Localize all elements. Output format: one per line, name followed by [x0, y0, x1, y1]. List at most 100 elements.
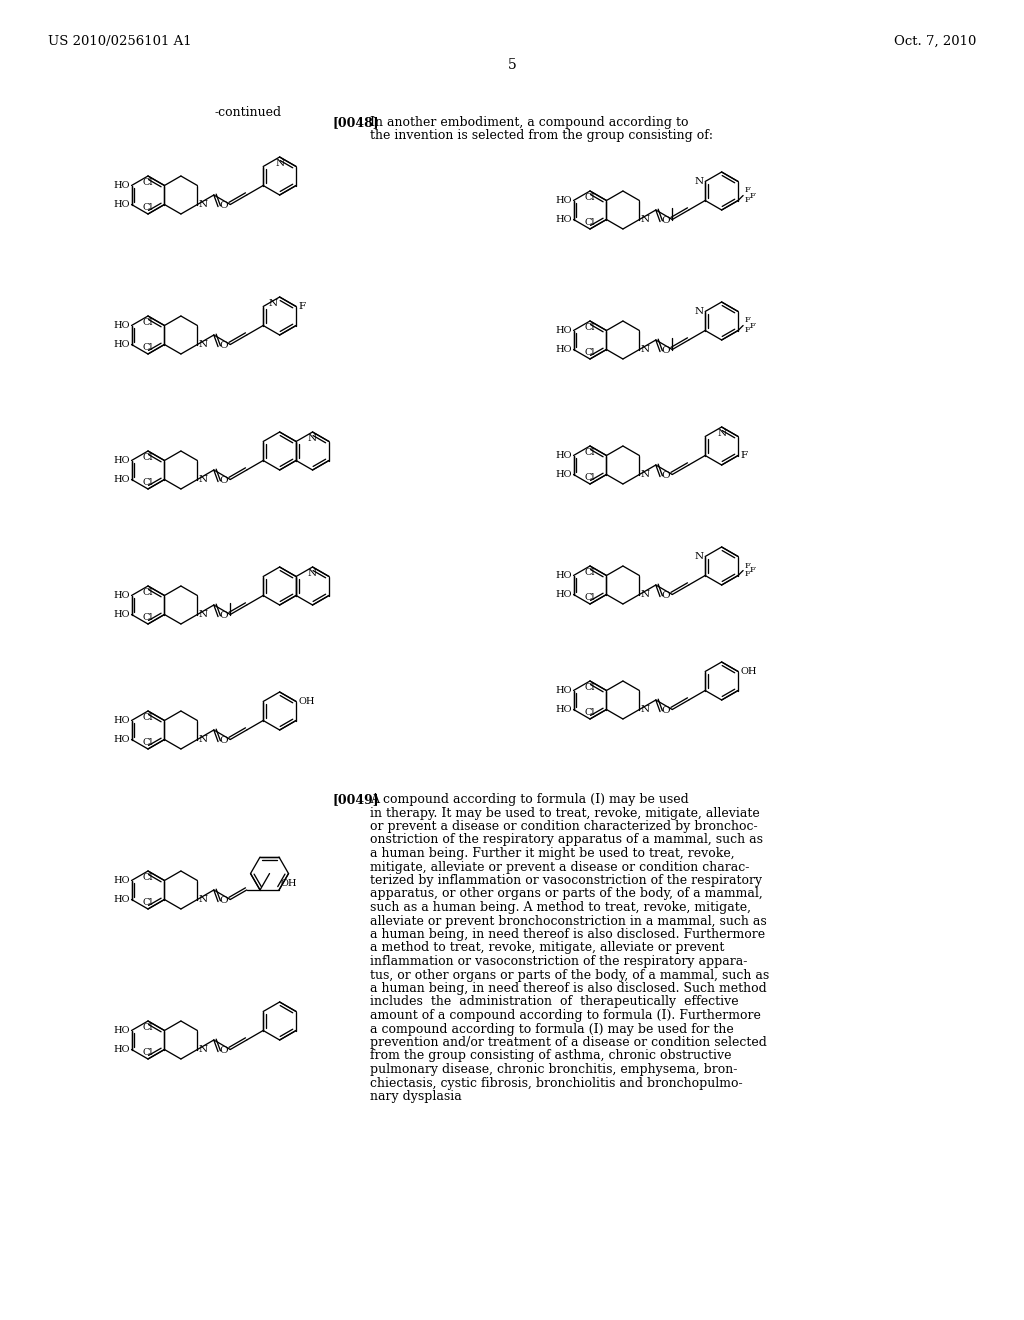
Text: HO: HO [555, 345, 571, 354]
Text: such as a human being. A method to treat, revoke, mitigate,: such as a human being. A method to treat… [370, 902, 751, 913]
Text: HO: HO [113, 201, 130, 209]
Text: amount of a compound according to formula (I). Furthermore: amount of a compound according to formul… [370, 1008, 761, 1022]
Text: N: N [199, 735, 208, 744]
Text: HO: HO [113, 181, 130, 190]
Text: N: N [268, 300, 278, 308]
Text: HO: HO [113, 735, 130, 744]
Text: Cl: Cl [585, 473, 595, 482]
Text: alleviate or prevent bronchoconstriction in a mammal, such as: alleviate or prevent bronchoconstriction… [370, 915, 767, 928]
Text: N: N [199, 201, 208, 209]
Text: in therapy. It may be used to treat, revoke, mitigate, alleviate: in therapy. It may be used to treat, rev… [370, 807, 760, 820]
Text: N: N [694, 552, 703, 561]
Text: mitigate, alleviate or prevent a disease or condition charac-: mitigate, alleviate or prevent a disease… [370, 861, 750, 874]
Text: O: O [662, 346, 670, 355]
Text: OH: OH [280, 879, 297, 888]
Text: N: N [640, 705, 649, 714]
Text: Cl: Cl [142, 898, 154, 907]
Text: Cl: Cl [585, 218, 595, 227]
Text: N: N [199, 341, 208, 348]
Text: HO: HO [113, 455, 130, 465]
Text: HO: HO [113, 341, 130, 348]
Text: prevention and/or treatment of a disease or condition selected: prevention and/or treatment of a disease… [370, 1036, 767, 1049]
Text: HO: HO [113, 591, 130, 601]
Text: HO: HO [555, 326, 571, 335]
Text: HO: HO [113, 321, 130, 330]
Text: HO: HO [113, 475, 130, 484]
Text: pulmonary disease, chronic bronchitis, emphysema, bron-: pulmonary disease, chronic bronchitis, e… [370, 1063, 737, 1076]
Text: nary dysplasia: nary dysplasia [370, 1090, 462, 1104]
Text: N: N [640, 345, 649, 354]
Text: Cl: Cl [142, 738, 154, 747]
Text: O: O [219, 1047, 227, 1055]
Text: Cl: Cl [142, 1023, 154, 1032]
Text: HO: HO [113, 610, 130, 619]
Text: Cl: Cl [142, 1048, 154, 1057]
Text: HO: HO [555, 451, 571, 459]
Text: N: N [694, 308, 703, 315]
Text: Cl: Cl [142, 713, 154, 722]
Text: F: F [298, 302, 305, 312]
Text: O: O [662, 706, 670, 715]
Text: HO: HO [555, 195, 571, 205]
Text: N: N [199, 475, 208, 484]
Text: tus, or other organs or parts of the body, of a mammal, such as: tus, or other organs or parts of the bod… [370, 969, 769, 982]
Text: HO: HO [555, 686, 571, 696]
Text: US 2010/0256101 A1: US 2010/0256101 A1 [48, 36, 191, 48]
Text: Oct. 7, 2010: Oct. 7, 2010 [894, 36, 976, 48]
Text: Cl: Cl [585, 568, 595, 577]
Text: N: N [275, 158, 285, 168]
Text: 5: 5 [508, 58, 516, 73]
Text: HO: HO [555, 590, 571, 599]
Text: N: N [640, 215, 649, 224]
Text: Cl: Cl [585, 323, 595, 333]
Text: O: O [662, 591, 670, 601]
Text: a method to treat, revoke, mitigate, alleviate or prevent: a method to treat, revoke, mitigate, all… [370, 941, 724, 954]
Text: Cl: Cl [142, 178, 154, 187]
Text: Cl: Cl [142, 612, 154, 622]
Text: Cl: Cl [142, 587, 154, 597]
Text: F: F [750, 322, 755, 330]
Text: F: F [744, 317, 750, 325]
Text: O: O [219, 201, 227, 210]
Text: -continued: -continued [214, 106, 282, 119]
Text: O: O [219, 611, 227, 620]
Text: N: N [640, 590, 649, 599]
Text: N: N [199, 1045, 208, 1053]
Text: F: F [740, 451, 748, 459]
Text: a human being. Further it might be used to treat, revoke,: a human being. Further it might be used … [370, 847, 734, 861]
Text: chiectasis, cystic fibrosis, bronchiolitis and bronchopulmo-: chiectasis, cystic fibrosis, bronchiolit… [370, 1077, 742, 1089]
Text: Cl: Cl [585, 708, 595, 717]
Text: In another embodiment, a compound according to: In another embodiment, a compound accord… [370, 116, 688, 129]
Text: HO: HO [555, 470, 571, 479]
Text: N: N [199, 895, 208, 904]
Text: HO: HO [113, 715, 130, 725]
Text: a human being, in need thereof is also disclosed. Furthermore: a human being, in need thereof is also d… [370, 928, 765, 941]
Text: Cl: Cl [142, 343, 154, 352]
Text: terized by inflammation or vasoconstriction of the respiratory: terized by inflammation or vasoconstrict… [370, 874, 762, 887]
Text: HO: HO [555, 705, 571, 714]
Text: or prevent a disease or condition characterized by bronchoc-: or prevent a disease or condition charac… [370, 820, 758, 833]
Text: Cl: Cl [585, 682, 595, 692]
Text: N: N [694, 177, 703, 186]
Text: N: N [308, 434, 317, 444]
Text: a human being, in need thereof is also disclosed. Such method: a human being, in need thereof is also d… [370, 982, 767, 995]
Text: a compound according to formula (I) may be used for the: a compound according to formula (I) may … [370, 1023, 734, 1035]
Text: A compound according to formula (I) may be used: A compound according to formula (I) may … [370, 793, 689, 807]
Text: Cl: Cl [585, 593, 595, 602]
Text: from the group consisting of asthma, chronic obstructive: from the group consisting of asthma, chr… [370, 1049, 731, 1063]
Text: N: N [717, 429, 726, 438]
Text: O: O [219, 341, 227, 350]
Text: Cl: Cl [142, 478, 154, 487]
Text: F: F [750, 191, 755, 199]
Text: Cl: Cl [142, 453, 154, 462]
Text: F: F [750, 566, 755, 574]
Text: inflammation or vasoconstriction of the respiratory appara-: inflammation or vasoconstriction of the … [370, 954, 748, 968]
Text: [0049]: [0049] [332, 793, 379, 807]
Text: O: O [219, 896, 227, 906]
Text: apparatus, or other organs or parts of the body, of a mammal,: apparatus, or other organs or parts of t… [370, 887, 763, 900]
Text: F: F [744, 570, 750, 578]
Text: O: O [662, 216, 670, 226]
Text: OH: OH [298, 697, 314, 706]
Text: HO: HO [113, 876, 130, 884]
Text: N: N [308, 569, 317, 578]
